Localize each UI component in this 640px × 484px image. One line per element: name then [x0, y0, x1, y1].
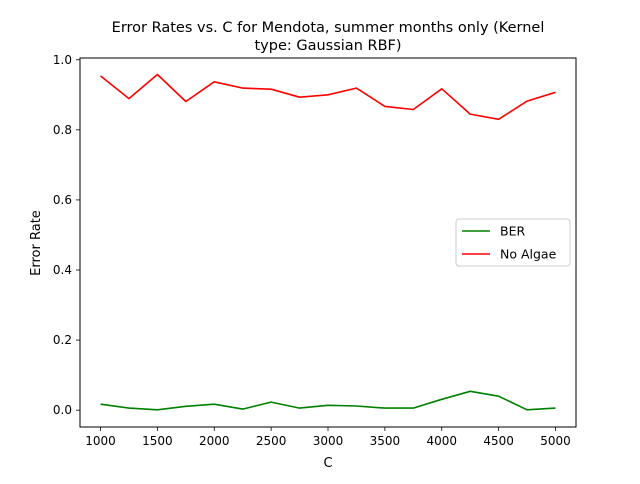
axes-frame — [79, 57, 577, 428]
y-tick-label: 0.6 — [53, 193, 72, 207]
chart-title-line1: Error Rates vs. C for Mendota, summer mo… — [112, 20, 545, 36]
x-tick-label: 1000 — [85, 434, 116, 448]
y-tick-label: 0.0 — [53, 403, 72, 417]
x-tick-label: 4000 — [426, 434, 457, 448]
y-tick-label: 0.4 — [53, 263, 72, 277]
y-tick-label: 1.0 — [53, 53, 72, 67]
series-line-ber — [100, 390, 556, 411]
y-tick-label: 0.2 — [53, 333, 72, 347]
x-tick-label: 3500 — [370, 434, 401, 448]
y-axis-label: Error Rate — [29, 210, 44, 276]
plot-area: 1000 1500 2000 2500 3000 3500 4000 4500 5000 0.0 0… — [53, 53, 577, 448]
legend: BER No Algae — [455, 218, 571, 267]
legend-label: No Algae — [500, 247, 557, 262]
x-tick-label: 4500 — [483, 434, 514, 448]
x-axis-label: C — [323, 456, 332, 471]
series-line-no-algae — [100, 73, 556, 121]
x-tick-label: 2500 — [256, 434, 287, 448]
x-tick-label: 1500 — [142, 434, 173, 448]
x-tick-label: 5000 — [540, 434, 571, 448]
x-tick-label: 3000 — [313, 434, 344, 448]
y-tick-label: 0.8 — [53, 123, 72, 137]
chart-title-line2: type: Gaussian RBF) — [254, 38, 401, 54]
x-tick-label: 2000 — [199, 434, 230, 448]
legend-label: BER — [500, 224, 525, 239]
